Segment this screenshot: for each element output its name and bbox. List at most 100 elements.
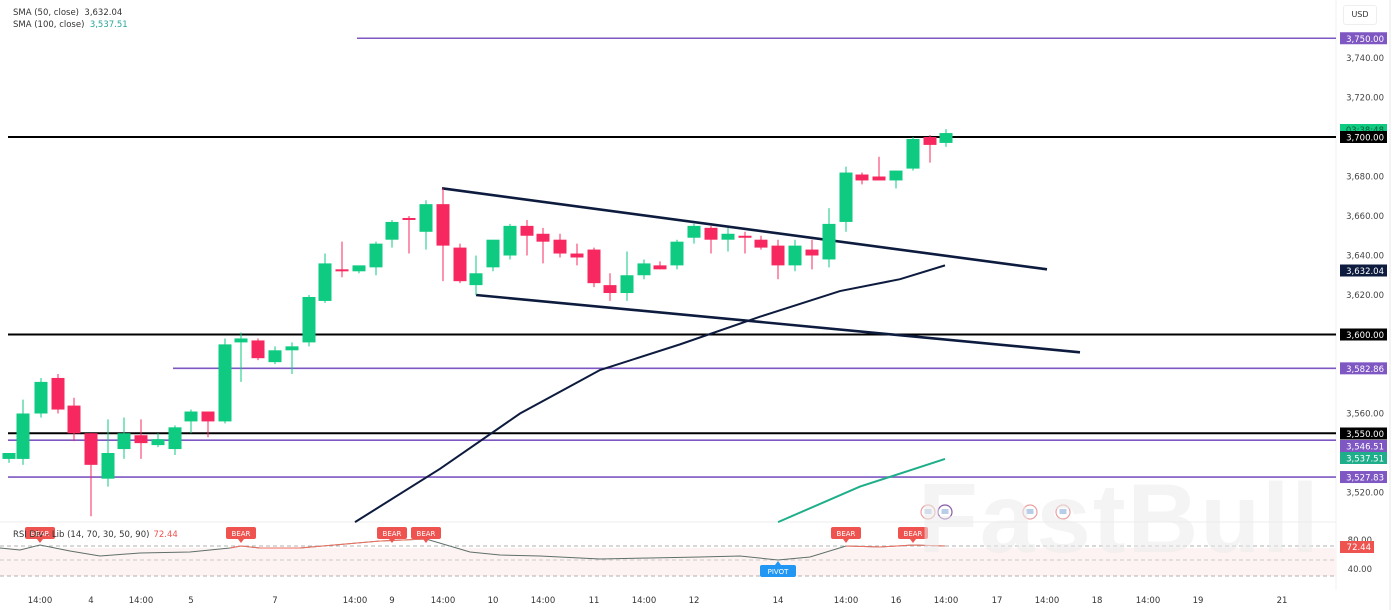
event-icons[interactable] (920, 504, 1071, 520)
pivot-marker[interactable]: PIVOT (760, 561, 796, 577)
candle (855, 172, 869, 185)
price-label[interactable] (1340, 440, 1387, 452)
sma50-line (354, 264, 946, 523)
price-tick: 3,680.00 (1346, 173, 1384, 183)
horizontal-levels[interactable] (8, 37, 1336, 478)
candle (839, 166, 853, 232)
candle (570, 243, 584, 266)
time-tick: 18 (1092, 596, 1103, 606)
svg-text:3,582.86: 3,582.86 (1346, 365, 1384, 375)
svg-text:3,700.00: 3,700.00 (1346, 134, 1384, 144)
time-tick: 14:00 (129, 596, 154, 606)
bear-marker[interactable]: BEAR (377, 527, 407, 543)
price-label[interactable] (1340, 32, 1387, 45)
time-tick: 17 (992, 596, 1003, 606)
candle (218, 338, 232, 424)
candle (520, 219, 534, 256)
rsi-panel: BEAR BEAR BEAR BEAR PIVOT BEAR BEAR (0, 527, 1336, 577)
candle (805, 239, 819, 270)
svg-text:40.00: 40.00 (1348, 565, 1372, 575)
candle (134, 419, 148, 459)
sma100-legend[interactable]: SMA (100, close) 3,537.51 (13, 20, 128, 30)
time-tick: 14:00 (1136, 596, 1161, 606)
candle (67, 397, 81, 442)
price-tick: 3,640.00 (1346, 252, 1384, 262)
candle (201, 411, 215, 438)
bear-marker[interactable]: BEAR (898, 527, 928, 543)
time-tick: 21 (1277, 596, 1288, 606)
candle (168, 425, 182, 455)
candle (16, 399, 30, 465)
price-tick: 3,620.00 (1346, 291, 1384, 301)
candle (939, 129, 953, 147)
candle (637, 259, 651, 280)
price-axis[interactable]: 3,740.00 3,720.00 3,680.00 3,660.00 3,640.00… (1340, 32, 1387, 575)
svg-text:BEAR: BEAR (837, 530, 856, 538)
candle (2, 453, 16, 463)
candle (620, 251, 634, 301)
time-tick: 4 (88, 596, 93, 606)
candle (285, 342, 299, 374)
candle (318, 253, 332, 303)
candle (536, 227, 550, 264)
time-tick: 16 (891, 596, 902, 606)
candle (419, 200, 433, 250)
indicator-legend: SMA (50, close) 3,632.04 SMA (100, close… (13, 7, 128, 31)
trendlines[interactable] (441, 187, 1081, 354)
candle (302, 295, 316, 347)
rsi-legend[interactable]: RSI Div - Lib (14, 70, 30, 50, 90) 72.44 (13, 530, 178, 540)
price-label[interactable] (1340, 452, 1387, 464)
time-tick: 14 (773, 596, 784, 606)
economic-event-icon[interactable] (937, 504, 953, 520)
svg-text:3,750.00: 3,750.00 (1346, 35, 1384, 45)
time-tick: 9 (389, 596, 394, 606)
candle (553, 233, 567, 258)
candle (385, 219, 399, 248)
candle (822, 208, 836, 268)
trendline[interactable] (475, 293, 1081, 354)
time-tick: 19 (1193, 596, 1204, 606)
bear-marker[interactable]: BEAR (831, 527, 861, 543)
candle (923, 135, 937, 163)
price-label[interactable] (1340, 328, 1387, 341)
time-tick: 7 (272, 596, 277, 606)
svg-text:BEAR: BEAR (417, 530, 436, 538)
currency-button[interactable]: USD (1343, 5, 1377, 25)
time-axis[interactable]: 14:00 4 14:00 5 7 14:00 9 14:00 10 14:00 11 14:00 12… (28, 596, 1288, 606)
price-tick: 3,660.00 (1346, 212, 1384, 222)
price-label[interactable] (1340, 264, 1387, 277)
candle (469, 255, 483, 295)
sma50-legend[interactable]: SMA (50, close) 3,632.04 (13, 8, 123, 18)
svg-text:BEAR: BEAR (31, 530, 50, 538)
candle (670, 239, 684, 270)
candle (587, 247, 601, 288)
economic-event-icon[interactable] (1055, 504, 1071, 520)
bear-marker[interactable]: BEAR (226, 527, 256, 543)
candle (754, 235, 768, 250)
candle (721, 227, 735, 252)
sma100-line (777, 457, 946, 524)
candle (436, 188, 450, 282)
svg-text:3,632.04: 3,632.04 (1346, 267, 1384, 277)
price-label[interactable] (1340, 131, 1387, 143)
candle (352, 265, 366, 274)
price-tick: 3,560.00 (1346, 410, 1384, 420)
time-tick: 14:00 (1035, 596, 1060, 606)
bear-marker[interactable]: BEAR (411, 527, 441, 543)
candle (234, 332, 248, 382)
candle (268, 346, 282, 365)
trendline[interactable] (441, 187, 1048, 271)
price-label[interactable] (1340, 362, 1387, 375)
svg-text:3,527.83: 3,527.83 (1346, 474, 1384, 484)
economic-event-icon[interactable] (920, 504, 936, 520)
candle (704, 225, 718, 254)
bear-marker[interactable]: BEAR (25, 527, 55, 543)
candle (453, 243, 467, 284)
economic-event-icon[interactable] (1022, 504, 1038, 520)
price-label[interactable] (1340, 471, 1387, 484)
candle (738, 231, 752, 254)
price-label[interactable] (1340, 427, 1387, 440)
candle (771, 239, 785, 280)
candle (84, 433, 98, 517)
